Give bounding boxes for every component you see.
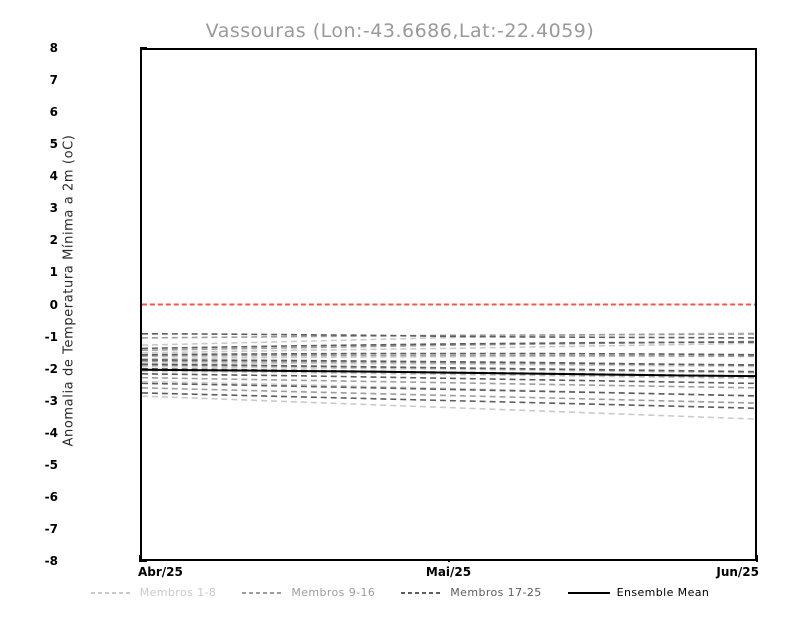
y-axis-tick-label: 1 (49, 265, 58, 280)
y-axis-tick-mark (140, 560, 147, 562)
member-line (142, 352, 755, 356)
y-axis-tick-label: -3 (44, 393, 58, 408)
legend-label: Membros 9-16 (291, 586, 376, 599)
plot-canvas (142, 303, 755, 420)
legend-label: Membros 17-25 (450, 586, 542, 599)
member-line (142, 341, 755, 350)
y-axis-tick-label: 4 (49, 169, 58, 184)
legend-line-swatch (90, 591, 133, 594)
legend-line-swatch (242, 591, 285, 594)
y-axis-tick-label: -5 (44, 457, 58, 472)
y-axis-tick-label: 6 (49, 105, 58, 120)
y-axis-tick-label: -6 (44, 489, 58, 504)
legend-item[interactable]: Membros 9-16 (242, 586, 375, 599)
legend-label: Ensemble Mean (616, 586, 710, 599)
member-line (142, 332, 755, 339)
y-axis-tick-label: -8 (44, 554, 58, 568)
y-axis-tick-label: 0 (49, 297, 58, 312)
member-line (142, 363, 755, 373)
member-line (142, 376, 755, 389)
legend-item[interactable]: Ensemble Mean (567, 586, 710, 599)
member-line (142, 333, 755, 339)
y-axis-tick-label: -1 (44, 329, 58, 344)
legend-line-swatch (401, 591, 444, 594)
x-axis-tick-label: Jun/25 (716, 565, 759, 579)
member-line (142, 365, 755, 374)
legend-label: Membros 1-8 (139, 586, 217, 599)
member-line (142, 359, 755, 366)
legend-item[interactable]: Membros 17-25 (401, 586, 541, 599)
chart-title: Vassouras (Lon:-43.6686,Lat:-22.4059) (205, 20, 595, 42)
x-axis-tick-label: Mai/25 (425, 565, 472, 579)
y-axis-tick-label: -4 (44, 425, 58, 440)
legend-item[interactable]: Membros 1-8 (90, 586, 217, 599)
member-line (142, 362, 755, 368)
y-axis-label: Anomalia de Temperatura Mínima a 2m (oC) (61, 134, 77, 447)
member-line (142, 370, 755, 380)
plot-area (140, 48, 757, 561)
y-axis-tick-label: 5 (49, 137, 58, 152)
y-axis-tick-label: -7 (44, 521, 58, 536)
member-line (142, 395, 755, 420)
member-line (142, 373, 755, 385)
member-line (142, 387, 755, 404)
x-axis-tick-mark (756, 555, 758, 562)
member-line (142, 342, 755, 354)
y-axis-tick-label: 3 (49, 201, 58, 216)
y-axis-tick-label: 7 (49, 73, 58, 88)
chart-legend: Membros 1-8 Membros 9-16 Membros 17-25 Ense… (0, 586, 800, 599)
y-axis-tick-label: 8 (49, 41, 58, 55)
member-line (142, 392, 755, 409)
y-axis-tick-label: 2 (49, 233, 58, 248)
y-axis-tick-label: -2 (44, 361, 58, 376)
legend-line-swatch (567, 591, 610, 594)
member-line (142, 354, 755, 358)
x-axis-tick-label: Abr/25 (138, 565, 183, 579)
member-line (142, 382, 755, 397)
ensemble-mean-line (142, 368, 755, 378)
